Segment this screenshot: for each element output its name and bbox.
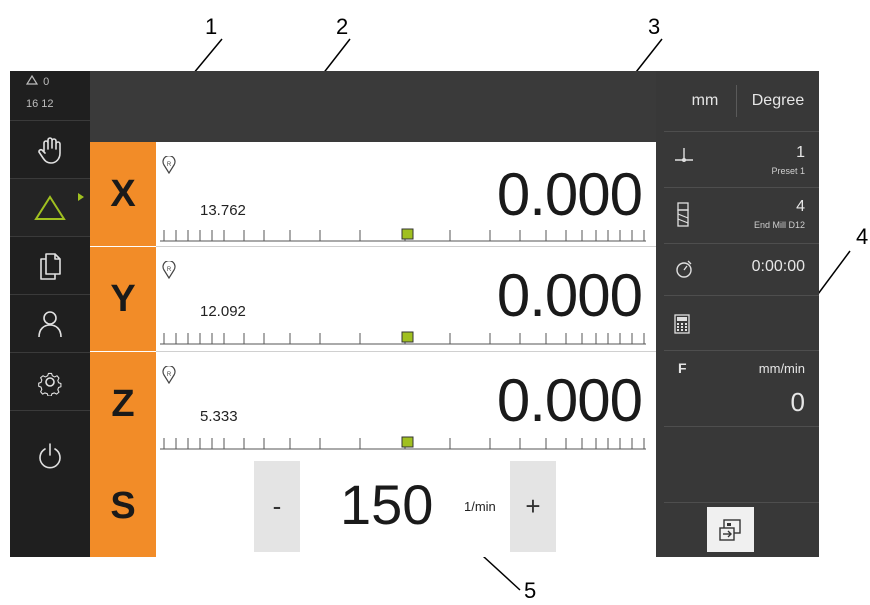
position-value-y: 0.000 (496, 262, 643, 329)
callout-3: 3 (648, 14, 661, 39)
axis-key-s[interactable]: S (90, 456, 156, 557)
tool-row[interactable]: 4 End Mill D12 (664, 187, 819, 244)
stopwatch-row[interactable]: 0:00:00 (664, 243, 819, 300)
delta-small-icon (25, 74, 39, 85)
stopwatch-time: 0:00:00 (751, 258, 805, 275)
scale-bar-z (160, 436, 646, 450)
calculator-row[interactable] (664, 295, 819, 352)
callout-4: 4 (856, 224, 869, 249)
axis-key-x[interactable]: X (90, 142, 156, 247)
sidebar-item-user-login[interactable] (10, 294, 90, 353)
power-icon (39, 442, 61, 468)
axis-key-y[interactable]: Y (90, 247, 156, 352)
svg-text:R: R (167, 372, 172, 378)
reference-mark-icon: R (162, 365, 176, 389)
increase-speed-button[interactable]: + (510, 461, 556, 552)
scale-bar-y (160, 331, 646, 345)
sidebar-item-manual-operation[interactable] (10, 120, 90, 179)
hand-icon (38, 137, 61, 164)
status-overview-panel: mm Degree 1 Preset 1 4 End Mill D12 0:00… (656, 71, 819, 557)
feed-rate-row[interactable]: F mm/min 0 (664, 350, 819, 427)
decrease-speed-button[interactable]: - (254, 461, 300, 552)
auxiliary-functions-button[interactable] (707, 507, 754, 552)
aux-functions-icon (718, 518, 741, 541)
scale-bar-x (160, 228, 646, 242)
main-menu-sidebar: 0 16 12 (10, 71, 90, 557)
tool-number: 4 (796, 198, 805, 215)
sidebar-item-switch-off[interactable] (10, 410, 90, 500)
svg-text:R: R (167, 267, 172, 273)
user-icon (38, 311, 62, 338)
unit-angular-button[interactable]: Degree (751, 92, 805, 109)
empty-panel-row (664, 426, 819, 503)
unit-divider (736, 85, 737, 117)
distance-to-go-y: 12.092 (200, 303, 246, 320)
axis-key-z[interactable]: Z (90, 352, 156, 457)
unit-linear-button[interactable]: mm (691, 92, 719, 109)
documents-icon (40, 253, 61, 280)
distance-to-go-x: 13.762 (200, 202, 246, 219)
sidebar-item-settings[interactable] (10, 352, 90, 411)
tool-icon (677, 202, 689, 227)
tool-name: End Mill D12 (753, 220, 805, 230)
axis-row-y: R 12.092 0.000 (156, 247, 656, 352)
spindle-speed-row: - 150 1/min + (156, 456, 656, 557)
preset-row[interactable]: 1 Preset 1 (664, 131, 819, 188)
delta-status: 0 (25, 74, 49, 88)
status-area: 0 16 12 (10, 71, 90, 121)
panel-divider (664, 502, 819, 503)
datum-icon (675, 148, 693, 162)
feed-value: 0 (790, 387, 805, 417)
distance-to-go-z: 5.333 (200, 408, 238, 425)
unit-settings: mm Degree (656, 71, 819, 131)
spindle-speed-value[interactable]: 150 (340, 473, 434, 536)
preset-name: Preset 1 (771, 166, 805, 176)
callout-1: 1 (205, 14, 218, 39)
svg-text:R: R (167, 162, 172, 168)
axis-row-x: R 13.762 0.000 (156, 142, 656, 247)
delta-icon (34, 195, 66, 220)
status-time: 16 12 (26, 98, 54, 110)
sidebar-item-file-management[interactable] (10, 236, 90, 295)
sidebar-item-mdi[interactable] (10, 178, 90, 237)
header-bar (90, 71, 656, 142)
gear-icon (38, 372, 62, 396)
reference-mark-icon: R (162, 260, 176, 284)
position-value-z: 0.000 (496, 367, 643, 434)
callout-2: 2 (336, 14, 349, 39)
spindle-speed-unit: 1/min (464, 499, 496, 514)
active-indicator (78, 193, 84, 201)
preset-number: 1 (796, 144, 805, 161)
position-value-x: 0.000 (496, 161, 643, 228)
axis-row-z: R 5.333 0.000 (156, 352, 656, 457)
callout-5: 5 (524, 578, 537, 603)
feed-label: F (678, 360, 687, 376)
reference-mark-icon: R (162, 155, 176, 179)
feed-unit: mm/min (758, 361, 805, 376)
calculator-icon (674, 314, 690, 334)
stopwatch-icon (676, 260, 692, 278)
